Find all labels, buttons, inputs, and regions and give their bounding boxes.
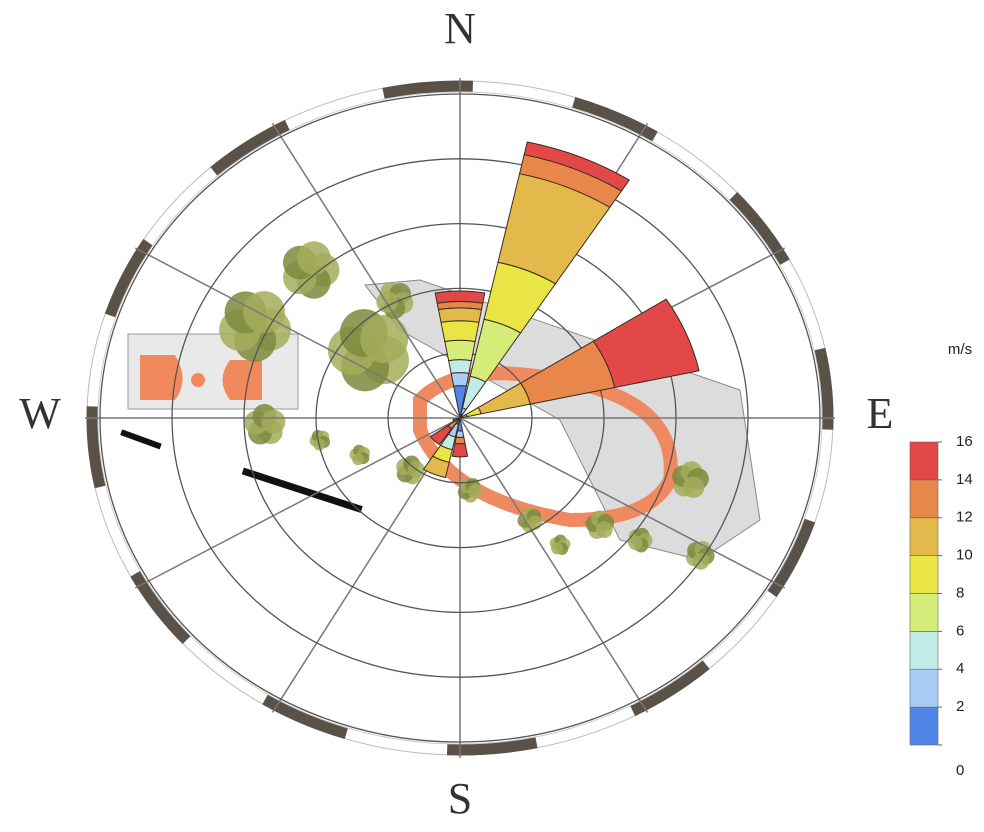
wind-segment: [450, 372, 470, 387]
legend-swatch: [909, 668, 939, 708]
tree: [376, 291, 398, 313]
tree: [243, 291, 286, 334]
tree: [468, 484, 483, 499]
frame-arc: [767, 518, 816, 598]
track: [413, 366, 678, 528]
court-mark: [140, 355, 183, 400]
legend-tick-label: 10: [956, 547, 973, 564]
court-mark: [191, 373, 205, 387]
direction-label: S: [448, 774, 472, 823]
legend-tick-label: 16: [956, 433, 973, 450]
spoke: [459, 417, 649, 713]
legend-swatch: [909, 631, 939, 670]
frame-arc: [262, 694, 348, 740]
spoke: [271, 123, 461, 419]
frame-arc: [104, 238, 153, 318]
legend-title: m/s: [948, 341, 972, 358]
grid-ring: [171, 158, 749, 678]
tree: [550, 542, 563, 555]
wind-segment: [434, 290, 486, 304]
legend-swatch: [909, 517, 939, 556]
spoke: [134, 417, 461, 589]
frame-arc: [630, 660, 710, 717]
frame-arc: [814, 347, 834, 430]
wind-segment: [437, 307, 483, 323]
wind-segment: [448, 359, 472, 374]
direction-label: W: [19, 389, 61, 438]
wind-segment: [523, 141, 630, 192]
legend-tick-label: 4: [956, 660, 964, 677]
wind-segment: [454, 436, 466, 445]
grid-ring: [315, 287, 605, 549]
legend-tick-label: 2: [956, 698, 964, 715]
frame-arc: [382, 80, 474, 99]
direction-label: E: [867, 389, 894, 438]
frame-arc: [572, 96, 658, 142]
tree: [352, 453, 365, 466]
tree: [628, 535, 643, 550]
spoke: [134, 247, 461, 419]
legend-swatch: [909, 479, 939, 519]
tree: [595, 521, 613, 539]
legend-tick-label: 8: [956, 584, 964, 601]
spoke: [459, 417, 786, 589]
grid-ring: [99, 93, 821, 743]
frame-arc: [210, 119, 290, 176]
tree: [297, 241, 331, 275]
frame-arc: [446, 737, 538, 756]
legend-tick-label: 0: [956, 762, 964, 779]
wind-segment: [451, 442, 469, 458]
wind-segment: [429, 424, 453, 446]
legend-tick-label: 12: [956, 509, 973, 526]
tree: [360, 314, 409, 363]
legend-tick-label: 6: [956, 622, 964, 639]
legend-swatch: [909, 593, 939, 632]
grid-ring: [243, 222, 677, 614]
legend-tick-label: 14: [956, 471, 973, 488]
wind-segment: [444, 339, 476, 362]
frame-arc: [130, 571, 191, 645]
legend-swatch: [909, 555, 939, 594]
legend-swatch: [909, 706, 939, 746]
court-mark: [222, 360, 262, 400]
tree: [261, 409, 286, 434]
wind-segment: [455, 430, 465, 438]
wind-segment: [440, 320, 480, 343]
wind-segment: [452, 417, 461, 423]
wall: [241, 467, 363, 513]
wall: [120, 429, 162, 450]
wind-segment: [592, 298, 700, 389]
frame-arc: [86, 406, 106, 489]
tree: [682, 476, 705, 499]
direction-label: N: [444, 4, 476, 53]
legend-swatch: [909, 441, 939, 481]
frame-arc: [729, 191, 790, 265]
wind-segment: [422, 455, 450, 479]
